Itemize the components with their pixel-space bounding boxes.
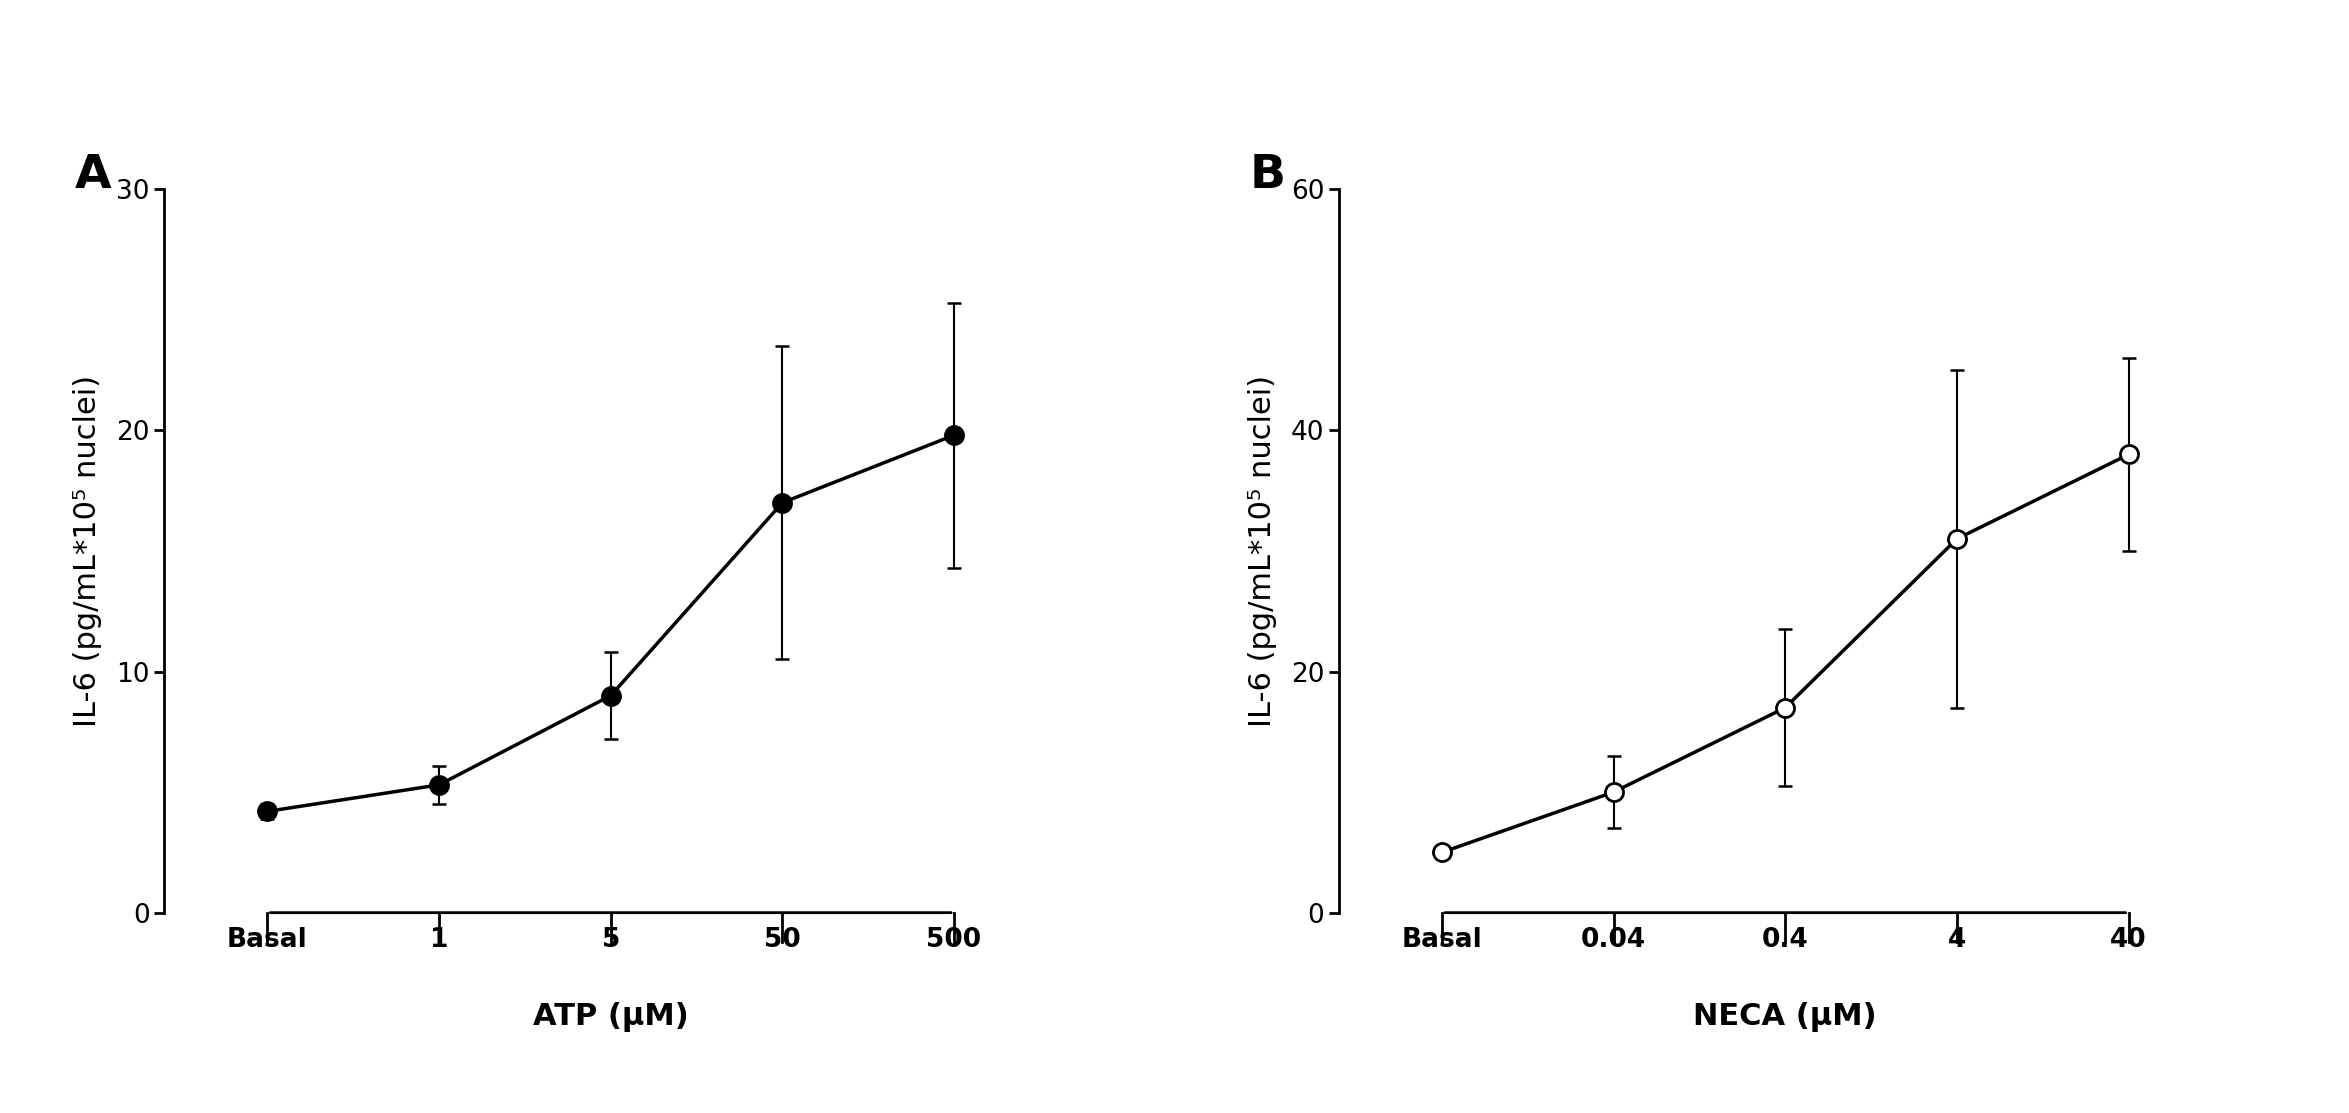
X-axis label: NECA (μM): NECA (μM) (1694, 1002, 1877, 1032)
Y-axis label: IL-6 (pg/mL*10⁵ nuclei): IL-6 (pg/mL*10⁵ nuclei) (1247, 375, 1278, 727)
Y-axis label: IL-6 (pg/mL*10⁵ nuclei): IL-6 (pg/mL*10⁵ nuclei) (73, 375, 103, 727)
X-axis label: ATP (μM): ATP (μM) (533, 1002, 688, 1032)
Text: A: A (75, 152, 113, 198)
Text: B: B (1250, 152, 1285, 198)
